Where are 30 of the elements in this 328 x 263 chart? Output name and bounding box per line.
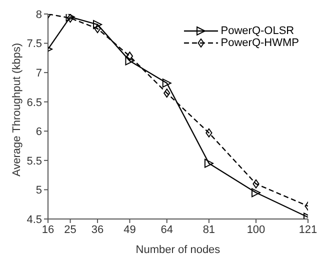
- x-tick-label: 36: [91, 224, 104, 236]
- x-tick-label: 100: [246, 224, 266, 236]
- x-tick-label: 81: [202, 224, 216, 236]
- x-tick-label: 25: [64, 224, 76, 236]
- legend-label: PowerQ-OLSR: [220, 25, 294, 37]
- point: [93, 20, 102, 30]
- x-tick-label: 16: [42, 224, 54, 236]
- point: [252, 188, 260, 198]
- point: [164, 88, 170, 98]
- y-tick-label: 7.5: [26, 38, 42, 50]
- y-tick-label: 6: [36, 126, 42, 138]
- point: [94, 24, 101, 34]
- y-tick-label: 6.5: [26, 96, 42, 109]
- y-tick-label: 7: [36, 67, 42, 80]
- y-tick-label: 5: [36, 184, 42, 197]
- y-tick-label: 5.5: [26, 155, 42, 168]
- point: [206, 128, 212, 138]
- x-tick-label: 49: [124, 224, 136, 236]
- point: [204, 158, 214, 168]
- x-tick-label: 64: [160, 224, 173, 236]
- point: [125, 56, 134, 66]
- point: [252, 179, 260, 188]
- legend-label: PowerQ-HWMP: [220, 37, 299, 49]
- point: [126, 52, 134, 61]
- y-axis-title: Average Throughput (kbps): [10, 42, 23, 176]
- x-tick-label: 121: [298, 224, 318, 236]
- y-tick-label: 8: [36, 8, 42, 21]
- x-axis-title: Number of nodes: [136, 244, 221, 256]
- y-tick-label: 4.5: [26, 214, 42, 226]
- point: [162, 78, 172, 88]
